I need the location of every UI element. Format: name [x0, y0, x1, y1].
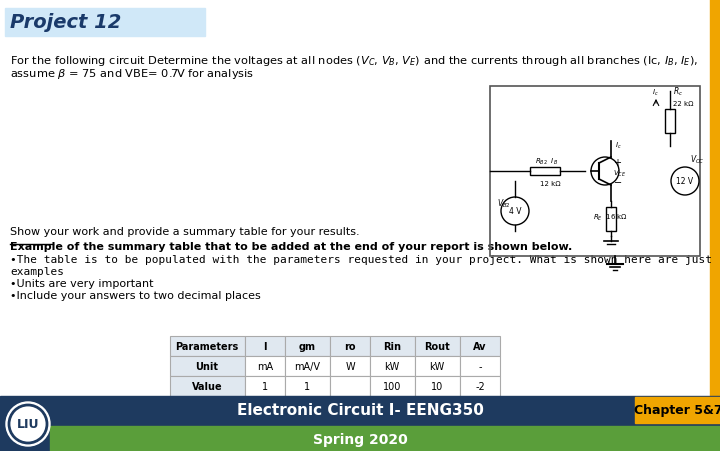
Text: $I_c$: $I_c$ [652, 88, 659, 98]
Bar [285, 336, 330, 356]
Text: assume $\beta$ = 75 and VBE= 0.7V for analysis: assume $\beta$ = 75 and VBE= 0.7V for an… [10, 67, 254, 81]
Text: Example of the summary table that to be added at the end of your report is shown: Example of the summary table that to be … [10, 241, 572, 252]
Bar [415, 356, 460, 376]
Text: 1: 1 [262, 381, 268, 391]
Bar [415, 376, 460, 396]
Text: 12 V: 12 V [676, 177, 693, 186]
Text: Show your work and provide a summary table for your results.: Show your work and provide a summary tab… [10, 226, 359, 236]
Text: 22 kΩ: 22 kΩ [673, 101, 693, 107]
Text: For the following circuit Determine the voltages at all nodes ($V_C$, $V_B$, $V_: For the following circuit Determine the … [10, 54, 698, 68]
Bar [460, 356, 500, 376]
Bar [285, 376, 330, 396]
Text: gm: gm [299, 341, 315, 351]
Text: Spring 2020: Spring 2020 [312, 432, 408, 446]
Bar [0, 396, 720, 451]
Text: ro: ro [344, 341, 356, 351]
Bar [490, 87, 700, 257]
Text: -: - [478, 361, 482, 371]
Bar [5, 9, 205, 37]
Bar [710, 0, 720, 451]
Text: $V_{CC}$: $V_{CC}$ [690, 152, 705, 165]
Text: $-$: $-$ [613, 175, 622, 186]
Text: Project 12: Project 12 [10, 14, 122, 32]
Text: 1: 1 [304, 381, 310, 391]
Text: I: I [264, 341, 266, 351]
Bar [170, 336, 245, 356]
Text: W: W [345, 361, 355, 371]
Text: •Units are very important: •Units are very important [10, 278, 153, 288]
Bar [330, 356, 370, 376]
Bar [245, 356, 285, 376]
Text: •Include your answers to two decimal places: •Include your answers to two decimal pla… [10, 290, 261, 300]
Text: -2: -2 [475, 381, 485, 391]
Text: Rout: Rout [424, 341, 450, 351]
Bar [170, 376, 245, 396]
Text: $R_c$: $R_c$ [673, 85, 683, 97]
Text: Rin: Rin [383, 341, 401, 351]
Text: LIU: LIU [17, 418, 40, 431]
Text: kW: kW [429, 361, 445, 371]
Circle shape [6, 402, 50, 446]
Bar [370, 376, 415, 396]
Text: Value: Value [192, 381, 222, 391]
Text: $I_c$: $I_c$ [615, 141, 621, 151]
Bar [415, 336, 460, 356]
Text: +: + [613, 158, 621, 168]
Text: Chapter 5&7: Chapter 5&7 [634, 404, 720, 417]
Text: $V_{B2}$: $V_{B2}$ [497, 198, 510, 210]
Bar [460, 336, 500, 356]
Bar [370, 356, 415, 376]
Bar [245, 376, 285, 396]
Text: 10: 10 [431, 381, 443, 391]
Text: Unit: Unit [196, 361, 218, 371]
Bar [330, 376, 370, 396]
Text: 4 V: 4 V [509, 207, 521, 216]
Bar [50, 426, 720, 451]
Bar [665, 110, 675, 133]
Text: $R_{B2}$  $I_B$: $R_{B2}$ $I_B$ [535, 156, 558, 167]
Bar [635, 397, 720, 423]
Bar [370, 336, 415, 356]
Bar [245, 336, 285, 356]
Bar [170, 356, 245, 376]
Text: mA: mA [257, 361, 273, 371]
Text: Electronic Circuit I- EENG350: Electronic Circuit I- EENG350 [237, 403, 483, 418]
Bar [330, 336, 370, 356]
Text: $V_{CE}$: $V_{CE}$ [613, 169, 626, 179]
Bar [460, 376, 500, 396]
Text: 12 kΩ: 12 kΩ [540, 180, 561, 187]
Text: Parameters: Parameters [176, 341, 238, 351]
Text: 100: 100 [383, 381, 401, 391]
Text: kW: kW [384, 361, 400, 371]
Bar [285, 356, 330, 376]
Text: examples: examples [10, 267, 64, 276]
Text: mA/V: mA/V [294, 361, 320, 371]
Text: •The table is to be populated with the parameters requested in your project. Wha: •The table is to be populated with the p… [10, 254, 712, 264]
Bar [606, 207, 616, 231]
Bar [530, 168, 560, 175]
Text: $R_E$  16 kΩ: $R_E$ 16 kΩ [593, 212, 628, 222]
Text: Av: Av [473, 341, 487, 351]
